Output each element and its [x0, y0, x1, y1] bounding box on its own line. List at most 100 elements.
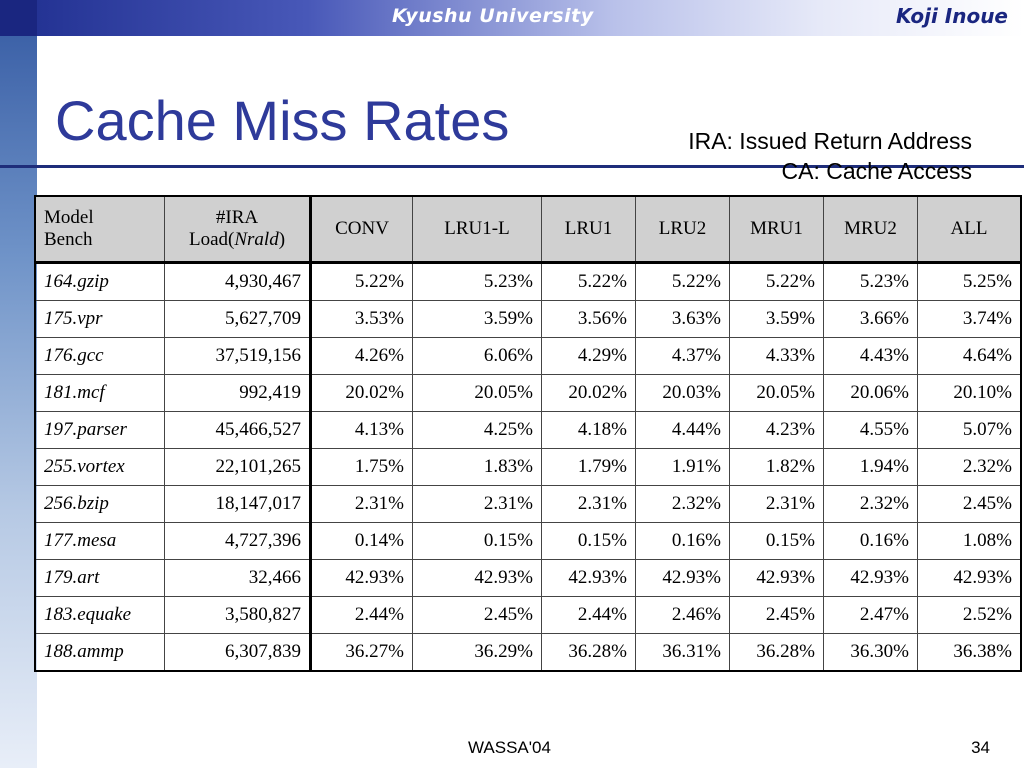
miss-rate-cell: 36.30% [823, 633, 918, 672]
miss-rate-cell: 20.10% [917, 374, 1022, 412]
miss-rate-cell: 1.75% [310, 448, 413, 486]
bench-name-cell: 183.equake [34, 596, 165, 634]
table-body: 164.gzip 4,930,467 5.22% 5.23% 5.22% 5.22% 5.2… [34, 262, 1022, 672]
left-accent-bar [0, 36, 37, 768]
miss-rate-cell: 2.31% [310, 485, 413, 523]
miss-rate-cell: 5.23% [412, 262, 542, 301]
miss-rate-cell: 5.23% [823, 262, 918, 301]
header-ira-load: #IRA Load(Nrald) [164, 195, 312, 264]
miss-rate-cell: 1.82% [729, 448, 824, 486]
miss-rate-cell: 4.29% [541, 337, 636, 375]
miss-rate-cell: 20.03% [635, 374, 730, 412]
footer-conference: WASSA'04 [468, 738, 551, 757]
note-ira: IRA: Issued Return Address [688, 128, 972, 154]
bench-name-cell: 181.mcf [34, 374, 165, 412]
miss-rate-cell: 0.16% [823, 522, 918, 560]
header-bench: Bench [44, 229, 93, 250]
header-load-prefix: Load( [188, 229, 235, 250]
header-model-bench: Model Bench [34, 195, 165, 264]
miss-rate-cell: 5.22% [635, 262, 730, 301]
miss-rate-cell: 2.46% [635, 596, 730, 634]
miss-rate-cell: 36.31% [635, 633, 730, 672]
miss-rate-table: Model Bench #IRA Load(Nrald) CONV LRU1-L… [34, 195, 1022, 672]
miss-rate-cell: 20.02% [541, 374, 636, 412]
miss-rate-cell: 20.02% [310, 374, 413, 412]
miss-rate-cell: 20.05% [729, 374, 824, 412]
header-nrald: Nrald [234, 229, 279, 250]
miss-rate-cell: 1.08% [917, 522, 1022, 560]
miss-rate-cell: 42.93% [541, 559, 636, 597]
miss-rate-cell: 4.37% [635, 337, 730, 375]
ira-load-cell: 22,101,265 [164, 448, 312, 486]
header-load-suffix: ) [278, 229, 286, 250]
miss-rate-cell: 2.44% [310, 596, 413, 634]
ira-load-cell: 4,930,467 [164, 262, 312, 301]
author-name: Koji Inoue [895, 4, 1008, 28]
miss-rate-cell: 20.06% [823, 374, 918, 412]
table-row: 164.gzip 4,930,467 5.22% 5.23% 5.22% 5.22% 5.2… [34, 262, 1022, 301]
miss-rate-cell: 42.93% [635, 559, 730, 597]
miss-rate-cell: 3.59% [729, 300, 824, 338]
ira-load-cell: 992,419 [164, 374, 312, 412]
miss-rate-cell: 3.74% [917, 300, 1022, 338]
miss-rate-cell: 4.13% [310, 411, 413, 449]
miss-rate-cell: 2.32% [635, 485, 730, 523]
miss-rate-cell: 1.79% [541, 448, 636, 486]
ira-load-cell: 18,147,017 [164, 485, 312, 523]
header-col: ALL [917, 195, 1022, 264]
table-row: 188.ammp 6,307,839 36.27% 36.29% 36.28% 36.31… [34, 633, 1022, 672]
miss-rate-cell: 2.31% [541, 485, 636, 523]
miss-rate-cell: 4.25% [412, 411, 542, 449]
slide-title: Cache Miss Rates [55, 89, 510, 152]
bench-name-cell: 255.vortex [34, 448, 165, 486]
table-row: 183.equake 3,580,827 2.44% 2.45% 2.44% 2.46% 2… [34, 596, 1022, 634]
bench-name-cell: 175.vpr [34, 300, 165, 338]
miss-rate-cell: 3.66% [823, 300, 918, 338]
miss-rate-cell: 3.63% [635, 300, 730, 338]
miss-rate-cell: 42.93% [412, 559, 542, 597]
miss-rate-cell: 0.16% [635, 522, 730, 560]
miss-rate-cell: 6.06% [412, 337, 542, 375]
bench-name-cell: 179.art [34, 559, 165, 597]
miss-rate-cell: 36.28% [541, 633, 636, 672]
miss-rate-cell: 2.45% [412, 596, 542, 634]
header-corner-block [0, 0, 37, 36]
title-divider [0, 165, 1024, 168]
miss-rate-cell: 4.26% [310, 337, 413, 375]
header-col: LRU1 [541, 195, 636, 264]
miss-rate-cell: 1.83% [412, 448, 542, 486]
page-number: 34 [971, 738, 990, 757]
header-model: Model [44, 207, 94, 228]
miss-rate-cell: 1.91% [635, 448, 730, 486]
miss-rate-cell: 2.45% [729, 596, 824, 634]
miss-rate-cell: 42.93% [729, 559, 824, 597]
miss-rate-cell: 3.53% [310, 300, 413, 338]
miss-rate-cell: 5.22% [310, 262, 413, 301]
miss-rate-cell: 4.64% [917, 337, 1022, 375]
bench-name-cell: 177.mesa [34, 522, 165, 560]
table-row: 197.parser 45,466,527 4.13% 4.25% 4.18% 4.44%… [34, 411, 1022, 449]
bench-name-cell: 256.bzip [34, 485, 165, 523]
miss-rate-cell: 0.15% [541, 522, 636, 560]
miss-rate-cell: 42.93% [917, 559, 1022, 597]
miss-rate-cell: 36.38% [917, 633, 1022, 672]
miss-rate-cell: 20.05% [412, 374, 542, 412]
ira-load-cell: 5,627,709 [164, 300, 312, 338]
header-col: LRU1-L [412, 195, 542, 264]
miss-rate-cell: 36.28% [729, 633, 824, 672]
miss-rate-cell: 4.55% [823, 411, 918, 449]
table-row: 255.vortex 22,101,265 1.75% 1.83% 1.79% 1.91%… [34, 448, 1022, 486]
table-header-row: Model Bench #IRA Load(Nrald) CONV LRU1-L… [34, 195, 1022, 264]
miss-rate-cell: 1.94% [823, 448, 918, 486]
miss-rate-cell: 5.22% [541, 262, 636, 301]
ira-load-cell: 4,727,396 [164, 522, 312, 560]
miss-rate-cell: 3.56% [541, 300, 636, 338]
ira-load-cell: 45,466,527 [164, 411, 312, 449]
miss-rate-cell: 2.31% [729, 485, 824, 523]
university-name: Kyushu University [392, 5, 594, 27]
table-row: 175.vpr 5,627,709 3.53% 3.59% 3.56% 3.63% 3.59… [34, 300, 1022, 338]
miss-rate-cell: 3.59% [412, 300, 542, 338]
miss-rate-cell: 0.14% [310, 522, 413, 560]
miss-rate-cell: 2.32% [823, 485, 918, 523]
table-row: 181.mcf 992,419 20.02% 20.05% 20.02% 20.03% 20… [34, 374, 1022, 412]
